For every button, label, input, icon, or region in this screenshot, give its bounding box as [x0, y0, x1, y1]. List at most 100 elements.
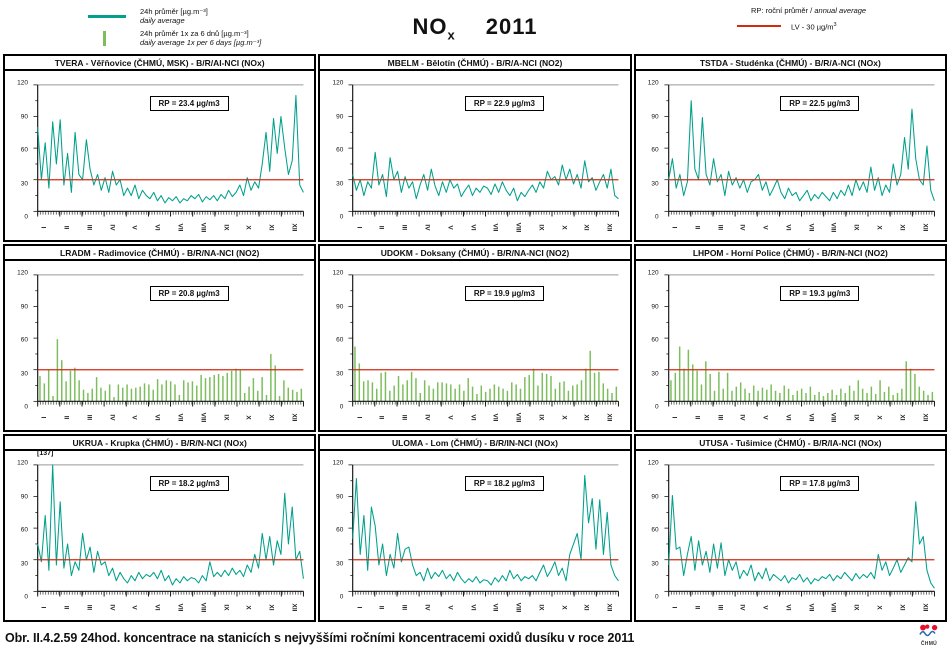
panel-title: TVERA - Věřňovice (ČHMÚ, MSK) - B/R/AI-N… [5, 56, 315, 71]
chart-canvas [348, 274, 620, 407]
x-axis-month-label: V [130, 225, 138, 230]
y-axis-tick-label: 90 [20, 493, 28, 500]
x-axis-month-label: IX [222, 224, 230, 231]
y-axis-tick-label: 0 [24, 403, 28, 411]
panel-title: LRADM - Radimovice (ČHMÚ) - B/R/NA-NCI (… [5, 246, 315, 261]
annual-average-box: RP = 23.4 µg/m3 [149, 96, 229, 111]
y-axis-tick-label: 30 [20, 370, 28, 377]
x-axis-month-label: III [85, 604, 93, 611]
x-axis-month-label: II [693, 225, 701, 230]
panel-title: UDOKM - Doksany (ČHMÚ) - B/R/NA-NCI (NO2… [320, 246, 630, 261]
x-axis-month-label: X [875, 415, 883, 420]
x-axis-month-label: V [761, 605, 769, 610]
x-axis-month-label: VIII [514, 222, 522, 233]
x-axis-month-label: XI [898, 414, 906, 421]
legend-daily-label-en: daily average [140, 16, 185, 25]
y-axis-tick-label: 90 [651, 113, 659, 120]
y-axis-tick-label: 0 [655, 213, 659, 221]
y-axis-tick-label: 0 [339, 593, 344, 601]
annual-average-box: RP = 22.9 µg/m3 [464, 96, 545, 111]
x-axis-month-label: II [377, 225, 385, 230]
y-axis-tick-label: 60 [651, 146, 659, 154]
x-axis-month-label: III [85, 224, 93, 231]
station-panel: LHPOM - Horní Police (ČHMÚ) - B/R/N-NCI … [633, 244, 947, 432]
x-axis-month-label: VI [153, 224, 161, 231]
x-axis-month-label: VIII [514, 602, 522, 613]
plot-area: RP = 22.9 µg/m3 0 30 60 90 120 I II III IV V VI VII… [332, 80, 620, 232]
x-axis-month-label: VIII [199, 602, 207, 613]
rp-note: RP: roční průměr / [751, 6, 813, 15]
station-panel: TSTDA - Studénka (ČHMÚ) - B/R/A-NCI (NOx… [633, 54, 947, 242]
x-axis-month-label: IV [423, 224, 431, 231]
x-axis-month-label: I [355, 416, 363, 419]
annual-average-box: RP = 17.8 µg/m3 [780, 476, 860, 491]
x-axis-month-label: III [400, 414, 408, 421]
x-axis-month-label: II [62, 605, 70, 610]
legend-daily-label-cz: 24h průměr [µg.m⁻³] [140, 7, 208, 16]
x-axis-month-label: VII [807, 223, 815, 232]
y-axis-tick-label: 30 [336, 180, 344, 187]
x-axis-month-label: XII [290, 223, 298, 232]
pollutant-name: NO [412, 14, 448, 39]
y-axis-tick-label: 120 [332, 459, 344, 467]
x-axis-month-label: V [446, 605, 454, 610]
annual-average-box: RP = 19.9 µg/m3 [464, 286, 545, 301]
x-axis-month-label: V [446, 415, 454, 420]
panel-title: ULOMA - Lom (ČHMÚ) - B/R/IN-NCI (NOx) [320, 436, 630, 451]
x-axis-month-label: X [244, 415, 252, 420]
x-axis-month-label: VI [784, 604, 792, 611]
panel-title: MBELM - Bělotín (ČHMÚ) - B/R/A-NCI (NO2) [320, 56, 630, 71]
x-axis-month-label: VI [153, 604, 161, 611]
chart-canvas [664, 274, 935, 407]
y-axis-tick-label: 0 [24, 593, 28, 601]
x-axis-month-label: IX [537, 224, 545, 231]
panel-title: UKRUA - Krupka (ČHMÚ) - B/R/N-NCI (NOx) [5, 436, 315, 451]
annual-average-box: RP = 22.5 µg/m3 [780, 96, 860, 111]
x-axis-month-label: I [355, 606, 363, 609]
annual-average-box: RP = 19.3 µg/m3 [780, 286, 860, 301]
x-axis-month-label: II [62, 415, 70, 420]
x-axis-month-label: V [130, 415, 138, 420]
x-axis-month-label: IV [108, 604, 116, 611]
panel-title: UTUSA - Tušimice (ČHMÚ) - B/R/IA-NCI (NO… [635, 436, 945, 451]
x-axis-month-label: X [560, 605, 568, 610]
y-axis-tick-label: 90 [20, 113, 28, 120]
y-axis-tick-label: 120 [17, 459, 28, 467]
x-axis-month-label: IV [423, 604, 431, 611]
x-axis-month-label: XII [605, 223, 613, 232]
x-axis-month-label: X [244, 225, 252, 230]
chart-canvas [348, 464, 620, 597]
y-axis-tick-label: 60 [336, 526, 344, 534]
y-axis-tick-label: 90 [20, 303, 28, 310]
x-axis-month-label: IV [738, 604, 746, 611]
y-axis-tick-label: 30 [651, 560, 659, 567]
x-axis-month-label: IV [423, 414, 431, 421]
chmu-logo-text: ČHMÚ [920, 641, 938, 647]
x-axis-month-label: VIII [514, 412, 522, 423]
y-axis-tick-label: 30 [651, 370, 659, 377]
x-axis-month-label: III [400, 604, 408, 611]
x-axis-month-label: IX [222, 604, 230, 611]
x-axis-month-label: VII [176, 603, 184, 612]
figure-year: 2011 [485, 14, 538, 39]
x-axis-month-label: X [560, 225, 568, 230]
plot-area: RP = 19.9 µg/m3 0 30 60 90 120 I II III IV V VI VII… [332, 270, 620, 422]
y-axis-tick-label: 60 [651, 526, 659, 534]
y-axis-tick-label: 60 [20, 146, 28, 154]
x-axis-month-label: IV [738, 224, 746, 231]
x-axis-month-label: X [875, 225, 883, 230]
x-axis-month-label: VIII [199, 412, 207, 423]
y-axis-tick-label: 30 [20, 180, 28, 187]
x-axis-month-label: XII [290, 603, 298, 612]
chart-canvas [33, 84, 304, 217]
x-axis-month-label: III [400, 224, 408, 231]
x-axis-month-label: XII [605, 413, 613, 422]
x-axis-month-label: I [39, 416, 47, 419]
y-axis-tick-label: 30 [651, 180, 659, 187]
station-panel: TVERA - Věřňovice (ČHMÚ, MSK) - B/R/AI-N… [3, 54, 317, 242]
plot-area: RP = 20.8 µg/m3 0 30 60 90 120 I II III IV V VI VII… [17, 270, 305, 422]
plot-area: RP = 22.5 µg/m3 0 30 60 90 120 I II III IV V VI VII… [648, 80, 936, 232]
x-axis-month-label: II [693, 415, 701, 420]
plot-area: RP = 18.2 µg/m3 0 30 60 90 120 I II III IV V VI VII… [332, 460, 620, 612]
